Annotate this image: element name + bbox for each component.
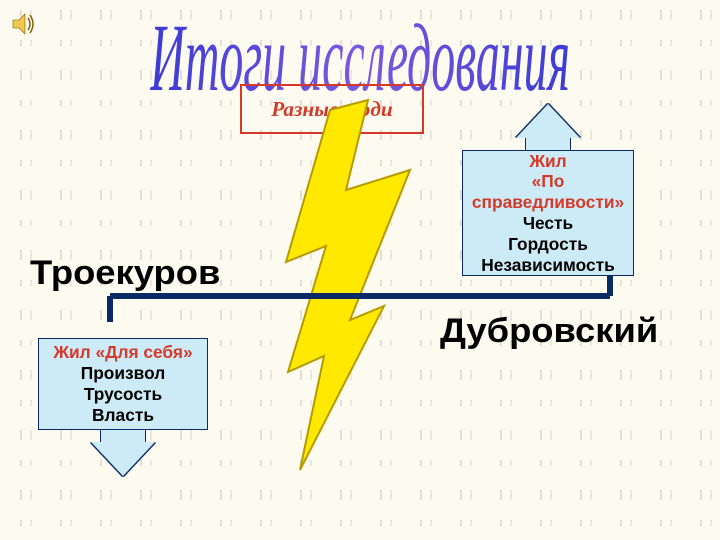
right-character-name: Дубровский: [440, 312, 658, 351]
callout-box: Жил«Посправедливости»ЧестьГордостьНезави…: [462, 150, 634, 276]
left-character-name: Троекуров: [30, 254, 220, 293]
callout-box: Жил «Для себя»ПроизволТрусостьВласть: [38, 338, 208, 430]
callout-tail: [525, 138, 571, 150]
callout-line: Гордость: [471, 234, 625, 255]
callout-tail: [100, 430, 146, 442]
callout-line: Независимость: [471, 255, 625, 276]
callout-line: Жил «Для себя»: [47, 342, 199, 363]
callout-line: Жил: [471, 151, 625, 172]
callout-troekurov: Жил «Для себя»ПроизволТрусостьВласть: [38, 338, 208, 476]
callout-line: «По: [471, 171, 625, 192]
arrow-up-icon: [516, 104, 580, 138]
arrow-down-icon: [91, 442, 155, 476]
left-name-text: Троекуров: [30, 254, 220, 292]
callout-dubrovsky: Жил«Посправедливости»ЧестьГордостьНезави…: [462, 104, 634, 276]
sound-icon: [10, 10, 38, 43]
callout-line: Честь: [471, 213, 625, 234]
right-name-text: Дубровский: [440, 312, 658, 350]
callout-line: Трусость: [47, 384, 199, 405]
callout-line: Произвол: [47, 363, 199, 384]
callout-line: справедливости»: [471, 192, 625, 213]
callout-line: Власть: [47, 405, 199, 426]
